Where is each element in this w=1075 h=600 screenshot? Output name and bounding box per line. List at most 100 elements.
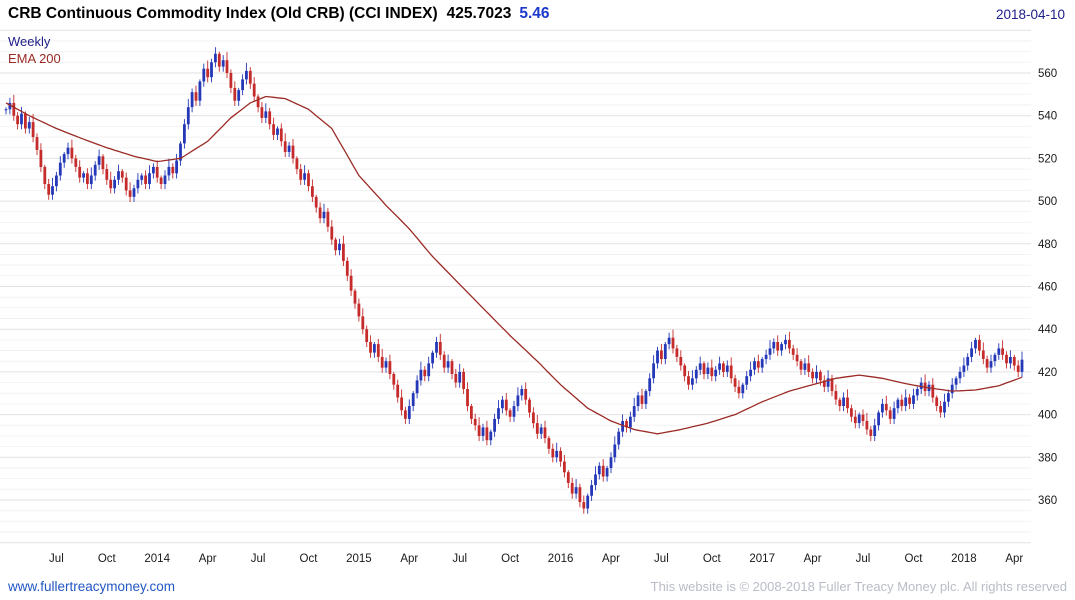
y-axis-label: 440 [1038, 324, 1057, 336]
candle-body [516, 395, 520, 407]
candle-body [629, 416, 632, 428]
candle-body [388, 361, 392, 374]
candle-body [539, 427, 543, 434]
candle-body [47, 184, 51, 195]
candle-body [741, 384, 745, 394]
candle-body [1012, 357, 1016, 366]
candle-body [279, 128, 283, 142]
candle-body [869, 429, 873, 436]
candle-body [508, 410, 512, 417]
y-axis-label: 500 [1038, 196, 1057, 208]
candle-body [939, 406, 942, 413]
candle-body [241, 79, 244, 91]
candle-body [35, 137, 39, 150]
candle-body [373, 344, 376, 353]
candle-body [532, 412, 535, 424]
candle-body [307, 173, 310, 187]
candle-body [974, 339, 977, 349]
candle-body [749, 369, 752, 377]
candle-body [729, 365, 733, 379]
candle-body [179, 143, 182, 161]
candle-body [86, 173, 89, 184]
candle-body [617, 431, 621, 445]
candle-body [756, 361, 760, 368]
candle-body [943, 401, 946, 413]
candle-body [799, 361, 803, 370]
candle-body [993, 354, 997, 362]
instrument-title: CRB Continuous Commodity Index (Old CRB)… [8, 5, 438, 22]
candle-body [132, 188, 136, 197]
candle-body [656, 350, 659, 364]
candle-body [947, 393, 950, 402]
candle-body [648, 378, 652, 392]
x-axis-label: Jul [452, 553, 467, 565]
candle-body [338, 243, 341, 251]
candle-body [877, 412, 880, 426]
y-axis-label: 420 [1038, 367, 1057, 379]
candle-body [105, 169, 109, 180]
candle-body [570, 482, 574, 494]
chart-date: 2018-04-10 [995, 7, 1065, 22]
candle-body [140, 175, 144, 180]
x-axis-label: Jul [654, 553, 669, 565]
candle-body [155, 166, 159, 178]
candle-body [594, 474, 597, 486]
candle-body [16, 115, 19, 125]
candle-body [935, 397, 939, 406]
candle-body [144, 175, 147, 184]
candle-body [970, 348, 973, 357]
candle-body [194, 92, 198, 101]
y-axis-label: 540 [1038, 111, 1057, 123]
candle-body [419, 369, 423, 381]
candle-body [493, 418, 496, 432]
candle-body [888, 410, 892, 419]
chart-canvas[interactable]: 360 380 400 420 440 460 480 500 520 540 560 Jul Oct 2… [0, 0, 1075, 572]
candle-body [850, 408, 853, 417]
candle-body [186, 107, 190, 125]
candle-body [966, 357, 970, 366]
candle-body [287, 145, 291, 152]
candle-body [210, 62, 213, 78]
candle-body [167, 166, 171, 176]
candle-body [202, 68, 206, 82]
candle-body [217, 53, 221, 67]
candle-body [791, 348, 795, 355]
footer-link[interactable]: www.fullertreacymoney.com [8, 579, 176, 594]
price-chart[interactable]: 360 380 400 420 440 460 480 500 520 540 560 Jul Oct 2… [0, 0, 1075, 572]
candle-body [198, 81, 202, 101]
legend-timeframe: Weekly [8, 34, 51, 49]
candle-body [985, 359, 989, 368]
candle-body [120, 171, 124, 178]
candle-body [578, 487, 582, 503]
candle-body [776, 342, 780, 351]
x-axis-label: Jul [856, 553, 871, 565]
candle-body [811, 371, 814, 379]
candle-body [819, 371, 822, 381]
candle-body [8, 102, 12, 110]
candle-body [272, 124, 275, 135]
candle-body [454, 374, 458, 383]
candle-body [904, 397, 908, 406]
candle-body [190, 92, 194, 108]
candle-body [392, 374, 396, 385]
x-axis: Jul Oct 2014 Apr Jul Oct 2015 Apr Jul Oct 2016 Apr J… [49, 553, 1023, 565]
candle-body [353, 290, 357, 304]
candle-body [1009, 357, 1012, 364]
candle-body [183, 124, 186, 144]
candle-body [256, 96, 260, 108]
candle-body [264, 111, 268, 118]
candle-body [1005, 354, 1008, 364]
candle-body [702, 363, 706, 375]
candle-body [772, 342, 776, 349]
candle-body [931, 384, 935, 398]
candle-body [625, 421, 628, 428]
candle-body [601, 465, 605, 477]
candle-body [101, 156, 105, 170]
candle-body [954, 378, 958, 385]
candle-body [470, 406, 473, 419]
candle-body [237, 90, 241, 101]
candle-body [330, 226, 334, 240]
x-axis-label: Apr [602, 553, 620, 565]
candle-body [683, 365, 687, 377]
x-axis-label: Oct [703, 553, 722, 565]
